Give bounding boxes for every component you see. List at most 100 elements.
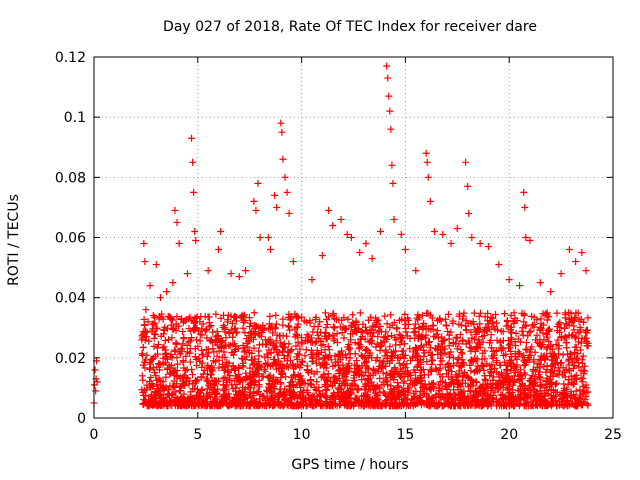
data-point	[487, 384, 495, 392]
data-point	[190, 188, 198, 196]
data-point	[484, 317, 492, 325]
data-point	[450, 379, 458, 387]
data-point	[236, 378, 244, 386]
data-point	[194, 376, 202, 384]
data-point	[446, 380, 454, 388]
data-point	[279, 315, 287, 323]
data-point	[502, 402, 510, 410]
data-point	[305, 332, 313, 340]
data-point	[180, 317, 188, 325]
data-point	[155, 400, 163, 408]
data-point	[161, 359, 169, 367]
data-point	[424, 371, 432, 379]
data-point	[219, 323, 227, 331]
data-point	[582, 381, 590, 389]
data-point	[350, 368, 358, 376]
data-point	[242, 267, 250, 275]
data-point	[279, 332, 287, 340]
data-point	[489, 347, 497, 355]
data-point	[313, 368, 321, 376]
data-point	[214, 402, 222, 410]
data-point	[413, 350, 421, 358]
data-point	[370, 385, 378, 393]
data-point	[301, 352, 309, 360]
data-point	[523, 358, 531, 366]
data-point	[338, 329, 346, 337]
data-point	[310, 393, 318, 401]
data-point	[438, 393, 446, 401]
data-point	[165, 361, 173, 369]
data-point	[383, 320, 391, 328]
data-point	[509, 317, 517, 325]
data-point	[466, 361, 474, 369]
data-point	[255, 347, 263, 355]
data-point	[255, 381, 263, 389]
data-point	[175, 387, 183, 395]
data-point	[474, 393, 482, 401]
data-point	[445, 351, 453, 359]
data-point	[486, 371, 494, 379]
data-point	[266, 401, 274, 409]
data-point	[364, 379, 372, 387]
data-point	[570, 400, 578, 408]
data-point	[315, 355, 323, 363]
data-point	[344, 397, 352, 405]
data-point	[484, 394, 492, 402]
data-point	[346, 344, 354, 352]
data-point	[491, 364, 499, 372]
data-point	[176, 396, 184, 404]
data-point	[144, 318, 152, 326]
data-point	[423, 390, 431, 398]
data-point	[251, 399, 259, 407]
data-point	[470, 368, 478, 376]
data-point	[492, 319, 500, 327]
data-point	[286, 326, 294, 334]
data-point	[394, 392, 402, 400]
data-point	[341, 381, 349, 389]
data-point	[231, 366, 239, 374]
data-point	[486, 339, 494, 347]
data-point	[329, 310, 337, 318]
data-point	[481, 375, 489, 383]
data-point	[147, 384, 155, 392]
data-point	[372, 319, 380, 327]
data-point	[314, 350, 322, 358]
data-point	[517, 374, 525, 382]
data-point	[552, 340, 560, 348]
data-point	[152, 372, 160, 380]
data-point	[368, 354, 376, 362]
data-point	[151, 352, 159, 360]
data-point	[472, 387, 480, 395]
data-point	[543, 333, 551, 341]
data-point	[511, 369, 519, 377]
data-point	[344, 315, 352, 323]
data-point	[505, 341, 513, 349]
data-point	[192, 377, 200, 385]
data-point	[329, 323, 337, 331]
data-point	[568, 379, 576, 387]
data-point	[565, 361, 573, 369]
data-point	[582, 393, 590, 401]
data-point	[179, 328, 187, 336]
data-point	[187, 393, 195, 401]
data-point	[569, 331, 577, 339]
data-point	[466, 343, 474, 351]
data-point	[400, 388, 408, 396]
data-point	[266, 374, 274, 382]
data-point	[328, 382, 336, 390]
data-point	[239, 324, 247, 332]
data-point	[138, 350, 146, 358]
data-point	[355, 397, 363, 405]
data-point	[229, 398, 237, 406]
data-point	[539, 329, 547, 337]
data-point	[255, 341, 263, 349]
data-point	[308, 338, 316, 346]
data-point	[264, 360, 272, 368]
data-point	[574, 350, 582, 358]
data-point	[495, 370, 503, 378]
data-point	[304, 380, 312, 388]
data-point	[509, 386, 517, 394]
data-point	[285, 340, 293, 348]
data-point	[159, 315, 167, 323]
data-point	[427, 344, 435, 352]
